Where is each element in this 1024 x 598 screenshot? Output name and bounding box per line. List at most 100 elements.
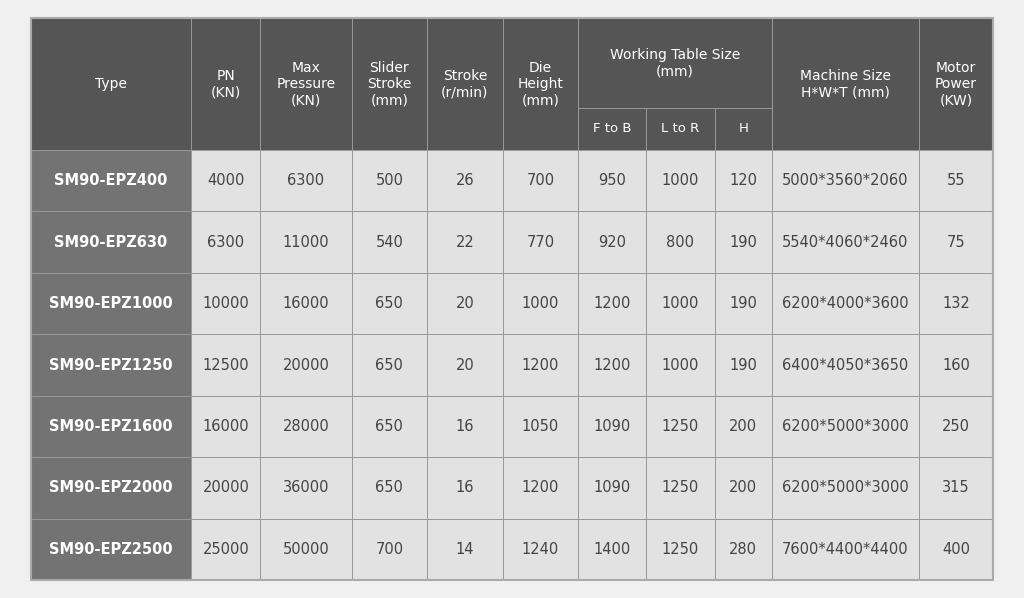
Bar	[351, 273, 427, 334]
Bar	[645, 518, 715, 580]
Text: SM90-EPZ400: SM90-EPZ400	[54, 173, 168, 188]
Bar	[579, 457, 645, 518]
Bar	[579, 396, 645, 457]
Text: Working Table Size
(mm): Working Table Size (mm)	[610, 48, 740, 78]
Bar	[772, 150, 919, 212]
Text: SM90-EPZ630: SM90-EPZ630	[54, 234, 168, 250]
Text: PN
(KN): PN (KN)	[211, 69, 241, 99]
Text: 6400*4050*3650: 6400*4050*3650	[782, 358, 908, 373]
Bar	[427, 273, 503, 334]
Bar	[260, 150, 351, 212]
Text: 1250: 1250	[662, 542, 698, 557]
Text: 10000: 10000	[203, 296, 249, 311]
Text: 400: 400	[942, 542, 970, 557]
Text: 6300: 6300	[288, 173, 325, 188]
Bar	[645, 273, 715, 334]
Bar	[715, 457, 772, 518]
Bar	[579, 334, 645, 396]
Bar	[260, 212, 351, 273]
Bar	[191, 273, 260, 334]
Bar	[260, 18, 351, 150]
Text: 20000: 20000	[283, 358, 330, 373]
Bar	[260, 273, 351, 334]
Text: Slider
Stroke
(mm): Slider Stroke (mm)	[368, 61, 412, 107]
Bar	[31, 150, 191, 212]
Bar	[31, 396, 191, 457]
Text: 1090: 1090	[593, 419, 631, 434]
Bar	[715, 150, 772, 212]
Bar	[427, 396, 503, 457]
Bar	[579, 108, 645, 150]
Bar	[503, 18, 579, 150]
Bar	[31, 18, 191, 150]
Text: 190: 190	[729, 296, 758, 311]
Text: Machine Size
H*W*T (mm): Machine Size H*W*T (mm)	[800, 69, 891, 99]
Text: 200: 200	[729, 419, 758, 434]
Bar	[191, 212, 260, 273]
Text: 315: 315	[942, 480, 970, 495]
Text: 16000: 16000	[283, 296, 330, 311]
Bar	[351, 334, 427, 396]
Bar	[645, 334, 715, 396]
Bar	[919, 212, 993, 273]
Bar	[919, 334, 993, 396]
Bar	[260, 518, 351, 580]
Text: F to B: F to B	[593, 123, 631, 136]
Text: 1000: 1000	[662, 358, 698, 373]
Text: 12500: 12500	[203, 358, 249, 373]
Bar	[351, 18, 427, 150]
Bar	[919, 396, 993, 457]
Bar	[715, 518, 772, 580]
Text: 160: 160	[942, 358, 970, 373]
Text: 7600*4400*4400: 7600*4400*4400	[782, 542, 908, 557]
Text: 190: 190	[729, 234, 758, 250]
Text: 75: 75	[947, 234, 966, 250]
Text: 500: 500	[376, 173, 403, 188]
Text: 920: 920	[598, 234, 626, 250]
Text: 1200: 1200	[593, 296, 631, 311]
Text: L to R: L to R	[662, 123, 699, 136]
Text: 20000: 20000	[203, 480, 249, 495]
Bar	[772, 457, 919, 518]
Bar	[772, 273, 919, 334]
Bar	[919, 457, 993, 518]
Text: 1250: 1250	[662, 480, 698, 495]
Bar	[427, 212, 503, 273]
Bar	[31, 334, 191, 396]
Text: 190: 190	[729, 358, 758, 373]
Bar	[715, 108, 772, 150]
Text: 540: 540	[376, 234, 403, 250]
Bar	[645, 212, 715, 273]
Text: 50000: 50000	[283, 542, 330, 557]
Bar	[427, 457, 503, 518]
Text: Type: Type	[95, 77, 127, 91]
Text: 132: 132	[942, 296, 970, 311]
Bar	[919, 18, 993, 150]
Text: 1200: 1200	[522, 358, 559, 373]
Bar	[351, 212, 427, 273]
Text: 6300: 6300	[207, 234, 245, 250]
Bar	[427, 18, 503, 150]
Text: 1000: 1000	[522, 296, 559, 311]
Bar	[919, 150, 993, 212]
Bar	[715, 212, 772, 273]
Text: 22: 22	[456, 234, 474, 250]
Bar	[503, 150, 579, 212]
Bar	[645, 150, 715, 212]
Bar	[772, 334, 919, 396]
Text: 250: 250	[942, 419, 970, 434]
Bar	[503, 334, 579, 396]
Bar	[260, 457, 351, 518]
Bar	[503, 518, 579, 580]
Text: SM90-EPZ1600: SM90-EPZ1600	[49, 419, 173, 434]
Text: 770: 770	[526, 234, 555, 250]
Text: 700: 700	[526, 173, 555, 188]
Bar	[645, 396, 715, 457]
Bar	[579, 18, 772, 108]
Bar	[351, 518, 427, 580]
Text: 16: 16	[456, 419, 474, 434]
Text: 1200: 1200	[522, 480, 559, 495]
Bar	[191, 150, 260, 212]
Text: 4000: 4000	[207, 173, 245, 188]
Text: 6200*4000*3600: 6200*4000*3600	[782, 296, 908, 311]
